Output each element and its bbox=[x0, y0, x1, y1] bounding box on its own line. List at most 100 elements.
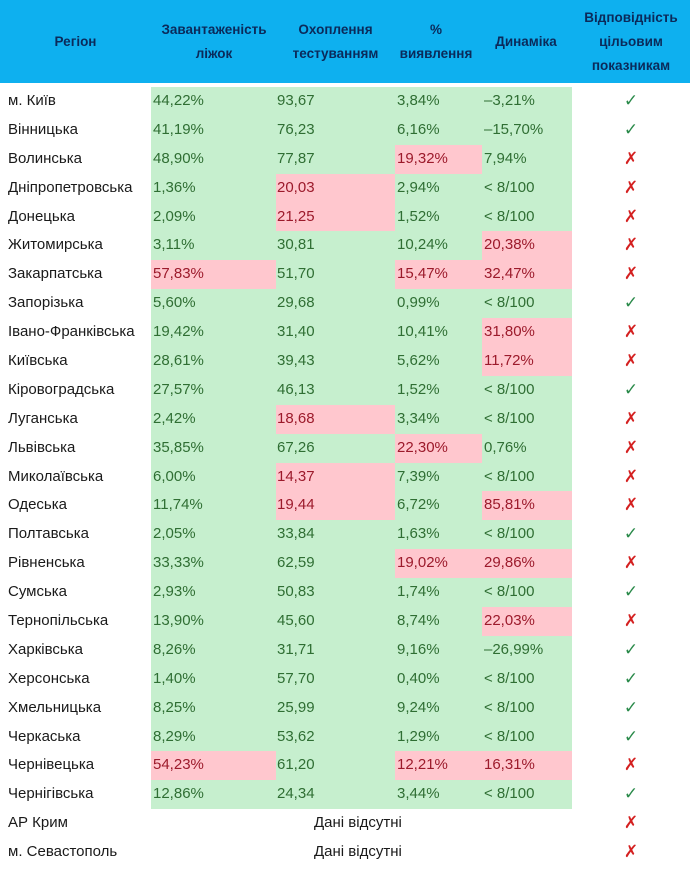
bed-occupancy-cell: 6,00% bbox=[151, 462, 276, 492]
dynamics-cell: < 8/100 bbox=[482, 722, 572, 752]
cross-icon: ✗ bbox=[623, 813, 639, 833]
region-cell: Закарпатська bbox=[8, 265, 103, 283]
header-testing-line1: Охоплення bbox=[298, 21, 373, 37]
region-cell: Полтавська bbox=[8, 525, 89, 543]
table-row: м. Київ 44,22% 93,67 3,84% –3,21% ✓ bbox=[0, 87, 690, 116]
dynamics-cell: 22,03% bbox=[482, 607, 572, 636]
check-icon: ✓ bbox=[623, 668, 639, 688]
bed-occupancy-cell: 27,57% bbox=[151, 375, 276, 405]
testing-coverage-cell: 18,68 bbox=[276, 404, 395, 434]
table-row: Херсонська 1,40% 57,70 0,40% < 8/100 ✓ bbox=[0, 664, 690, 694]
region-cell: Волинська bbox=[8, 149, 82, 167]
check-icon: ✓ bbox=[623, 639, 639, 659]
table-row: Івано-Франківська 19,42% 31,40 10,41% 31,80%… bbox=[0, 318, 690, 348]
cross-icon: ✗ bbox=[623, 148, 639, 168]
cross-icon: ✗ bbox=[623, 322, 639, 342]
dynamics-cell: 16,31% bbox=[482, 751, 572, 781]
header-region-label: Регіон bbox=[54, 33, 97, 49]
region-cell: Тернопільська bbox=[8, 612, 109, 630]
region-cell: Миколаївська bbox=[8, 467, 104, 485]
header-testing-coverage: Охоплення тестуванням bbox=[276, 0, 395, 83]
table-row: Луганська 2,42% 18,68 3,34% < 8/100 ✗ bbox=[0, 404, 690, 434]
bed-occupancy-cell: 11,74% bbox=[151, 491, 276, 521]
detection-rate-cell: 12,21% bbox=[395, 751, 482, 781]
dynamics-cell: < 8/100 bbox=[482, 289, 572, 319]
header-compliance-line2: цільовим bbox=[599, 33, 663, 49]
testing-coverage-cell: 25,99 bbox=[276, 693, 395, 723]
table-row: Запорізька 5,60% 29,68 0,99% < 8/100 ✓ bbox=[0, 289, 690, 319]
header-compliance-line3: показникам bbox=[591, 57, 671, 73]
table-row: Житомирська 3,11% 30,81 10,24% 20,38% ✗ bbox=[0, 231, 690, 261]
testing-coverage-cell: 53,62 bbox=[276, 722, 395, 752]
header-region: Регіон bbox=[0, 0, 151, 83]
region-cell: Одеська bbox=[8, 496, 67, 514]
region-cell: м. Севастополь bbox=[8, 843, 118, 861]
dynamics-cell: –15,70% bbox=[482, 115, 572, 145]
cross-icon: ✗ bbox=[623, 466, 639, 486]
check-icon: ✓ bbox=[623, 697, 639, 717]
bed-occupancy-cell: 2,05% bbox=[151, 520, 276, 550]
testing-coverage-cell: 46,13 bbox=[276, 375, 395, 405]
region-cell: Сумська bbox=[8, 583, 68, 601]
dynamics-cell: 32,47% bbox=[482, 260, 572, 290]
testing-coverage-cell: 93,67 bbox=[276, 87, 395, 116]
bed-occupancy-cell: 13,90% bbox=[151, 607, 276, 636]
dynamics-cell: < 8/100 bbox=[482, 578, 572, 608]
testing-coverage-cell: 30,81 bbox=[276, 231, 395, 261]
dynamics-cell: < 8/100 bbox=[482, 202, 572, 232]
testing-coverage-cell: 51,70 bbox=[276, 260, 395, 290]
bed-occupancy-cell: 2,42% bbox=[151, 404, 276, 434]
table-row-no-data: м. Севастополь Дані відсутні ✗ bbox=[0, 838, 690, 867]
detection-rate-cell: 19,02% bbox=[395, 549, 482, 579]
region-cell: Чернівецька bbox=[8, 756, 95, 774]
header-dynamics-label: Динаміка bbox=[495, 33, 557, 49]
table-row: Вінницька 41,19% 76,23 6,16% –15,70% ✓ bbox=[0, 115, 690, 145]
check-icon: ✓ bbox=[623, 91, 639, 110]
region-cell: Луганська bbox=[8, 409, 78, 427]
cross-icon: ✗ bbox=[623, 408, 639, 428]
testing-coverage-cell: 21,25 bbox=[276, 202, 395, 232]
table-row: Миколаївська 6,00% 14,37 7,39% < 8/100 ✗ bbox=[0, 462, 690, 492]
header-beds-line2: ліжок bbox=[195, 45, 233, 61]
testing-coverage-cell: 33,84 bbox=[276, 520, 395, 550]
detection-rate-cell: 1,74% bbox=[395, 578, 482, 608]
table-row: Хмельницька 8,25% 25,99 9,24% < 8/100 ✓ bbox=[0, 693, 690, 723]
table-row: Тернопільська 13,90% 45,60 8,74% 22,03% ✗ bbox=[0, 607, 690, 636]
detection-rate-cell: 19,32% bbox=[395, 144, 482, 174]
detection-rate-cell: 2,94% bbox=[395, 173, 482, 203]
table-row: Київська 28,61% 39,43 5,62% 11,72% ✗ bbox=[0, 347, 690, 376]
header-beds-line1: Завантаженість bbox=[161, 21, 267, 37]
bed-occupancy-cell: 54,23% bbox=[151, 751, 276, 781]
header-testing-line2: тестуванням bbox=[292, 45, 379, 61]
header-compliance-line1: Відповідність bbox=[584, 9, 678, 25]
bed-occupancy-cell: 8,26% bbox=[151, 635, 276, 665]
region-cell: м. Київ bbox=[8, 92, 56, 109]
testing-coverage-cell: 14,37 bbox=[276, 462, 395, 492]
region-cell: Львівська bbox=[8, 438, 76, 456]
check-icon: ✓ bbox=[623, 582, 639, 602]
dynamics-cell: –3,21% bbox=[482, 87, 572, 116]
table-row: Харківська 8,26% 31,71 9,16% –26,99% ✓ bbox=[0, 635, 690, 665]
detection-rate-cell: 0,99% bbox=[395, 289, 482, 319]
detection-rate-cell: 0,40% bbox=[395, 664, 482, 694]
region-cell: Черкаська bbox=[8, 727, 81, 745]
detection-rate-cell: 7,39% bbox=[395, 462, 482, 492]
bed-occupancy-cell: 2,93% bbox=[151, 578, 276, 608]
testing-coverage-cell: 50,83 bbox=[276, 578, 395, 608]
region-cell: Харківська bbox=[8, 640, 83, 658]
region-cell: Житомирська bbox=[8, 236, 103, 254]
region-cell: Запорізька bbox=[8, 294, 84, 312]
testing-coverage-cell: 57,70 bbox=[276, 664, 395, 694]
dynamics-cell: < 8/100 bbox=[482, 173, 572, 203]
detection-rate-cell: 3,44% bbox=[395, 780, 482, 810]
region-cell: Рівненська bbox=[8, 554, 85, 572]
header-compliance: Відповідність цільовим показникам bbox=[572, 0, 690, 83]
dynamics-cell: < 8/100 bbox=[482, 375, 572, 405]
table-row: Дніпропетровська 1,36% 20,03 2,94% < 8/100 ✗ bbox=[0, 173, 690, 203]
region-cell: АР Крим bbox=[8, 814, 68, 832]
detection-rate-cell: 10,24% bbox=[395, 231, 482, 261]
check-icon: ✓ bbox=[623, 524, 639, 544]
check-icon: ✓ bbox=[623, 784, 639, 804]
dynamics-cell: 20,38% bbox=[482, 231, 572, 261]
dynamics-cell: 29,86% bbox=[482, 549, 572, 579]
